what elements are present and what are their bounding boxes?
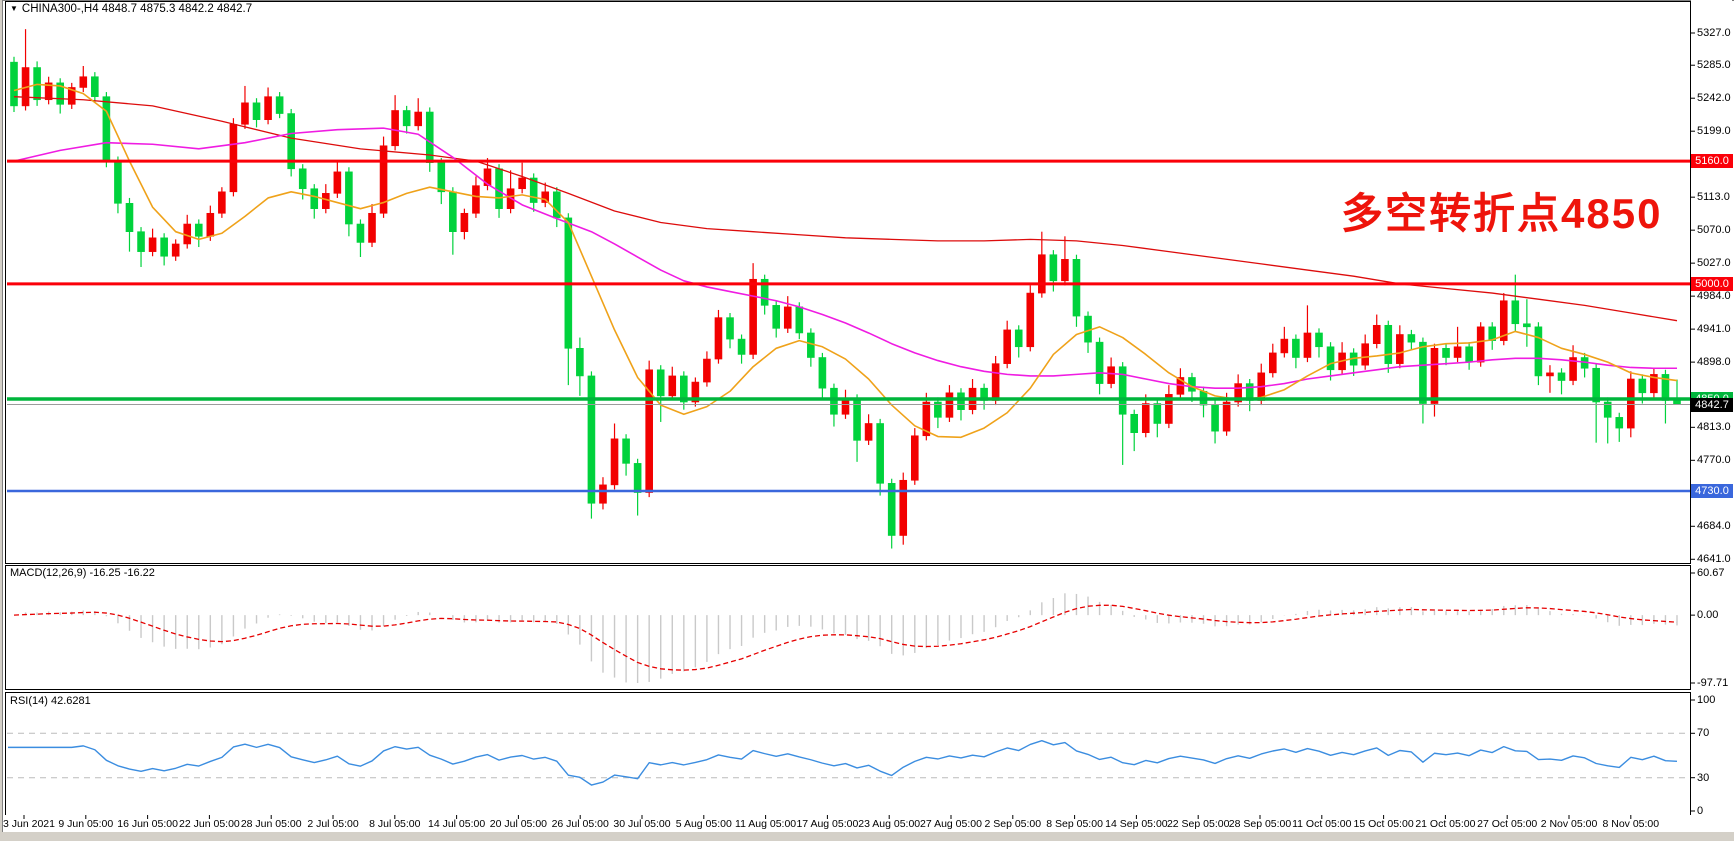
time-axis-label: 8 Nov 05:00 bbox=[1602, 818, 1660, 830]
time-axis-label: 21 Oct 05:00 bbox=[1415, 818, 1476, 830]
time-axis-label: 30 Jul 05:00 bbox=[613, 818, 671, 830]
price-axis-tick: 4684.0 bbox=[1697, 520, 1731, 533]
macd-axis-tick: 60.67 bbox=[1697, 567, 1725, 579]
time-axis-label: 11 Oct 05:00 bbox=[1292, 818, 1352, 830]
time-axis-label: 23 Aug 05:00 bbox=[858, 818, 921, 830]
time-axis-label: 3 Jun 2021 bbox=[3, 818, 55, 830]
price-badge-5160.0: 5160.0 bbox=[1691, 154, 1733, 169]
rsi-axis-tick: 70 bbox=[1697, 727, 1710, 740]
price-axis-tick: 4770.0 bbox=[1697, 454, 1731, 467]
macd-indicator-panel[interactable] bbox=[5, 565, 1691, 690]
price-axis-tick: 5027.0 bbox=[1697, 257, 1731, 270]
time-axis-label: 22 Jun 05:00 bbox=[179, 818, 240, 830]
time-axis-label: 5 Aug 05:00 bbox=[675, 818, 732, 830]
time-axis-label: 14 Jul 05:00 bbox=[427, 818, 486, 830]
time-axis-label: 16 Jun 05:00 bbox=[117, 818, 178, 830]
time-axis-label: 27 Aug 05:00 bbox=[920, 818, 982, 830]
price-axis-tick: 5285.0 bbox=[1697, 59, 1731, 72]
price-axis-tick: 5199.0 bbox=[1697, 125, 1731, 138]
price-badge-5000.0: 5000.0 bbox=[1691, 276, 1733, 291]
time-axis-label: 14 Sep 05:00 bbox=[1105, 818, 1168, 830]
rsi-axis-tick: 100 bbox=[1697, 694, 1716, 706]
price-axis-tick: 4941.0 bbox=[1697, 323, 1731, 336]
chart-title: ▼ CHINA300-,H4 4848.7 4875.3 4842.2 4842.… bbox=[10, 3, 252, 15]
price-axis-tick: 4984.0 bbox=[1697, 290, 1731, 303]
chart-title-text: CHINA300-,H4 4848.7 4875.3 4842.2 4842.7 bbox=[21, 3, 253, 15]
time-axis-label: 17 Aug 05:00 bbox=[796, 818, 859, 830]
time-axis-label: 9 Jun 05:00 bbox=[58, 818, 114, 830]
price-axis[interactable] bbox=[1691, 0, 1732, 831]
time-axis-label: 8 Sep 05:00 bbox=[1046, 818, 1103, 830]
price-badge-4842.7: 4842.7 bbox=[1691, 397, 1733, 412]
rsi-indicator-panel[interactable] bbox=[5, 692, 1691, 816]
macd-axis-tick: 0.00 bbox=[1697, 609, 1719, 622]
time-axis-label: 26 Jul 05:00 bbox=[551, 818, 609, 830]
rsi-axis-tick: 30 bbox=[1697, 771, 1710, 784]
time-axis-label: 22 Sep 05:00 bbox=[1166, 818, 1230, 830]
price-axis-tick: 5070.0 bbox=[1697, 224, 1731, 237]
time-axis-label: 28 Jun 05:00 bbox=[240, 818, 302, 830]
time-axis-label: 8 Jul 05:00 bbox=[369, 818, 421, 830]
price-axis-tick: 4813.0 bbox=[1697, 421, 1731, 434]
price-axis-tick: 4641.0 bbox=[1697, 553, 1731, 566]
time-axis-label: 2 Sep 05:00 bbox=[984, 818, 1042, 830]
time-axis-label: 11 Aug 05:00 bbox=[735, 818, 797, 830]
time-axis-label: 15 Oct 05:00 bbox=[1353, 818, 1414, 830]
chart-dropdown-icon[interactable]: ▼ bbox=[10, 4, 18, 13]
price-axis-tick: 5113.0 bbox=[1697, 191, 1730, 204]
time-axis-label: 2 Nov 05:00 bbox=[1540, 818, 1598, 830]
time-axis-label: 2 Jul 05:00 bbox=[307, 818, 359, 830]
annotation-text-pivot-4850[interactable]: 多空转折点4850 bbox=[1341, 190, 1663, 237]
price-axis-tick: 4898.0 bbox=[1697, 356, 1731, 369]
time-axis[interactable] bbox=[5, 815, 1691, 831]
price-axis-tick: 5327.0 bbox=[1697, 27, 1731, 39]
rsi-indicator-label: RSI(14) 42.6281 bbox=[10, 695, 91, 707]
macd-axis-tick: -97.71 bbox=[1697, 677, 1729, 689]
time-axis-label: 27 Oct 05:00 bbox=[1477, 818, 1538, 830]
time-axis-label: 20 Jul 05:00 bbox=[489, 818, 547, 830]
rsi-axis-tick: 0 bbox=[1697, 805, 1704, 817]
macd-indicator-label: MACD(12,26,9) -16.25 -16.22 bbox=[10, 567, 155, 579]
price-axis-tick: 5242.0 bbox=[1697, 92, 1731, 105]
main-price-chart-panel[interactable] bbox=[5, 1, 1691, 564]
time-axis-label: 28 Sep 05:00 bbox=[1228, 818, 1292, 830]
price-badge-4730.0: 4730.0 bbox=[1691, 483, 1733, 498]
